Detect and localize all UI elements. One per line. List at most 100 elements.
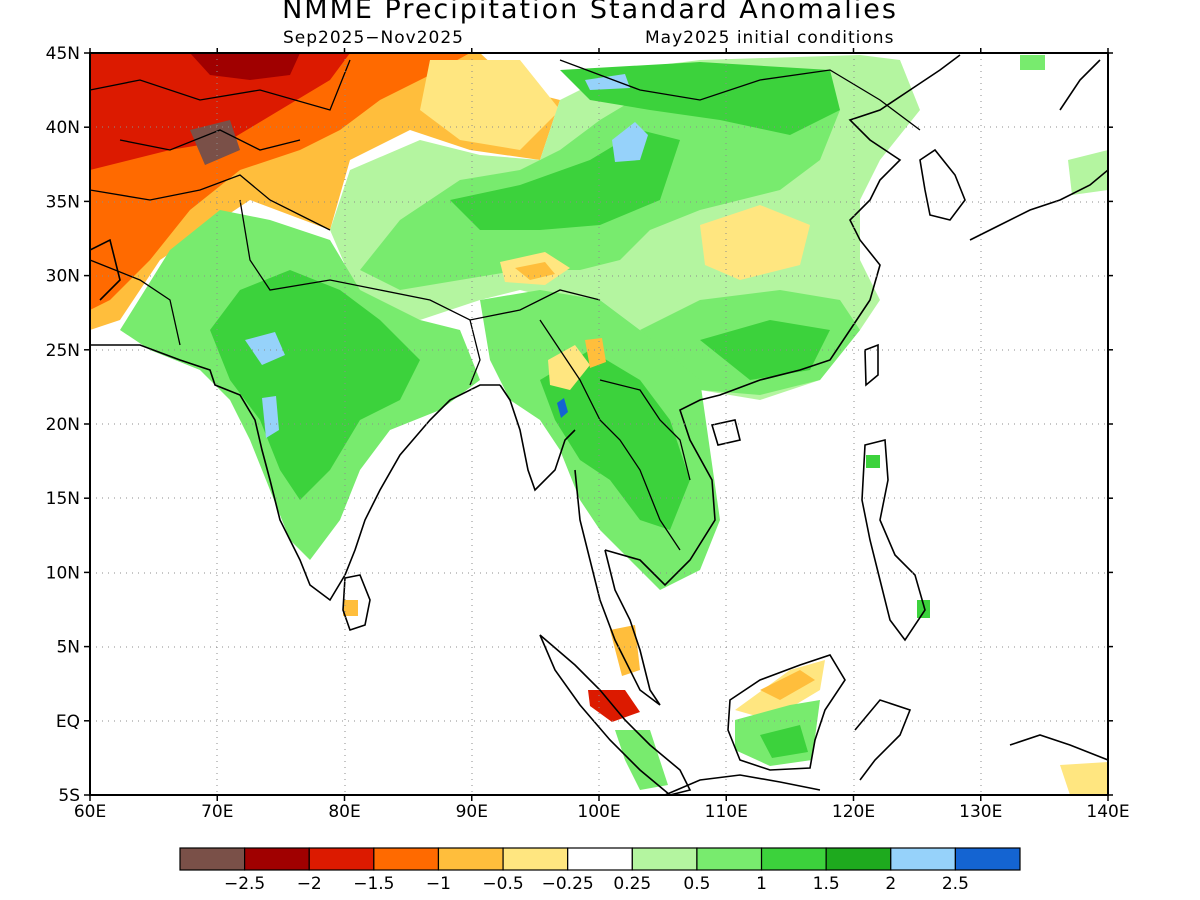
- colorbar-label: −1: [426, 874, 451, 894]
- border-4: [90, 259, 181, 346]
- japan-wet-patch: [1068, 150, 1108, 195]
- srilanka-coastline: [342, 574, 371, 632]
- java-coastline: [664, 774, 821, 795]
- lat-tick-label: 25N: [46, 341, 80, 361]
- india-coastline: [90, 344, 500, 602]
- colorbar-swatch: [373, 847, 440, 871]
- india-strong-wet: [210, 270, 420, 500]
- korea-coastline: [919, 148, 966, 221]
- colorbar-label: −1.5: [353, 874, 394, 894]
- lon-tick-label: 90E: [456, 802, 488, 822]
- lon-tick-label: 110E: [705, 802, 748, 822]
- lon-tick-label: 80E: [328, 802, 360, 822]
- sulawesi-coastline: [854, 699, 912, 781]
- lat-tick-label: 5N: [56, 638, 80, 658]
- colorbar-swatch: [567, 847, 633, 871]
- central-asia-very-dry: [90, 53, 350, 170]
- sichuan-dry-core: [515, 262, 555, 280]
- longitude-axis: 60E 70E 80E 90E 100E 110E 120E 130E 140E: [74, 48, 1130, 822]
- colorbar-label: −2: [297, 874, 322, 894]
- south-china-strong-wet: [700, 320, 830, 380]
- coastlines: [90, 54, 1108, 795]
- lon-tick-label: 60E: [74, 802, 106, 822]
- anomaly-shading: [90, 53, 1108, 795]
- colorbar-label: 0.25: [613, 874, 651, 894]
- colorbar-label: 1: [756, 874, 767, 894]
- colorbar-label: −0.25: [542, 874, 594, 894]
- initial-conditions: May2025 initial conditions: [645, 28, 895, 48]
- mongolia-very-wet: [585, 74, 630, 90]
- newguinea-dry: [1060, 762, 1108, 795]
- japan-green-patch: [1020, 55, 1045, 70]
- colorbar-swatch: [437, 847, 504, 871]
- myanmar-dry: [548, 345, 590, 390]
- border-9: [559, 59, 921, 131]
- central-china-dry-patch: [700, 205, 810, 280]
- lon-tick-label: 140E: [1086, 802, 1129, 822]
- borneo-strong-wet: [760, 725, 808, 758]
- sumatra-coastline: [539, 634, 692, 795]
- colorbar-label: 2: [885, 874, 896, 894]
- colorbar-swatch: [954, 847, 1021, 871]
- lat-tick-label: 20N: [46, 415, 80, 435]
- mongolia-strong-wet: [560, 62, 840, 135]
- map-title: NMME Precipitation Standard Anomalies: [282, 0, 898, 25]
- lat-tick-label: 30N: [46, 267, 80, 287]
- japan-coastline: [969, 59, 1108, 241]
- hainan-coastline: [710, 419, 741, 446]
- lat-tick-label: 5S: [58, 786, 80, 806]
- lat-tick-label: EQ: [56, 712, 80, 732]
- taiwan-coastline: [864, 343, 879, 387]
- qinghai-very-wet: [612, 122, 648, 162]
- lon-tick-label: 100E: [577, 802, 620, 822]
- myanmar-very-wet: [557, 398, 568, 418]
- colorbar: −2.5 −2 −1.5 −1 −0.5 −0.25 0.25 0.5 1 1.5 2 2.5: [179, 847, 1021, 894]
- srilanka-dry: [343, 600, 358, 616]
- colorbar-label: 0.5: [683, 874, 710, 894]
- lon-tick-label: 70E: [201, 802, 233, 822]
- lat-tick-label: 10N: [46, 563, 80, 583]
- colorbar-label: −0.5: [482, 874, 523, 894]
- gridlines: [90, 53, 1108, 795]
- colorbar-label: 2.5: [942, 874, 969, 894]
- lat-tick-label: 45N: [46, 44, 80, 64]
- colorbar-swatch: [308, 847, 375, 871]
- colorbar-swatch: [179, 847, 246, 871]
- lon-tick-label: 130E: [959, 802, 1002, 822]
- lat-tick-label: 35N: [46, 192, 80, 212]
- philippines-coastline: [861, 438, 926, 642]
- colorbar-swatch: [696, 847, 763, 871]
- indochina-strong-wet: [540, 350, 690, 530]
- colorbar-swatch: [760, 847, 827, 871]
- malay-peninsula: [574, 469, 661, 706]
- colorbar-swatch: [502, 847, 569, 871]
- newguinea-coastline: [1009, 734, 1108, 761]
- border-1: [90, 59, 351, 111]
- borneo-dry-core: [760, 670, 815, 700]
- border-3: [90, 174, 331, 231]
- indochina-coast: [604, 54, 961, 587]
- border-8: [599, 379, 691, 481]
- philippines-wet-1: [866, 455, 880, 468]
- border-5: [239, 199, 601, 321]
- philippines-wet-2: [917, 600, 930, 618]
- forecast-period: Sep2025−Nov2025: [283, 28, 464, 48]
- colorbar-label: 1.5: [813, 874, 840, 894]
- borneo-coastline: [727, 654, 846, 771]
- malaysia-dry: [610, 625, 640, 676]
- bay-of-bengal-east-coast: [499, 384, 576, 492]
- lat-tick-label: 15N: [46, 489, 80, 509]
- colorbar-swatch: [890, 847, 956, 871]
- colorbar-swatch: [244, 847, 310, 871]
- tarim-mild-dry: [420, 60, 560, 150]
- india-very-wet-2: [262, 396, 279, 438]
- latitude-axis: 45N 40N 35N 30N 25N 20N 15N 10N 5N EQ 5S: [46, 44, 1113, 806]
- india-very-wet-1: [245, 332, 285, 365]
- sumatra-wet: [615, 730, 668, 790]
- lat-tick-label: 40N: [46, 118, 80, 138]
- border-7: [539, 319, 681, 551]
- lon-tick-label: 120E: [832, 802, 875, 822]
- caspian-area-border: [90, 238, 121, 301]
- country-borders: [90, 59, 921, 551]
